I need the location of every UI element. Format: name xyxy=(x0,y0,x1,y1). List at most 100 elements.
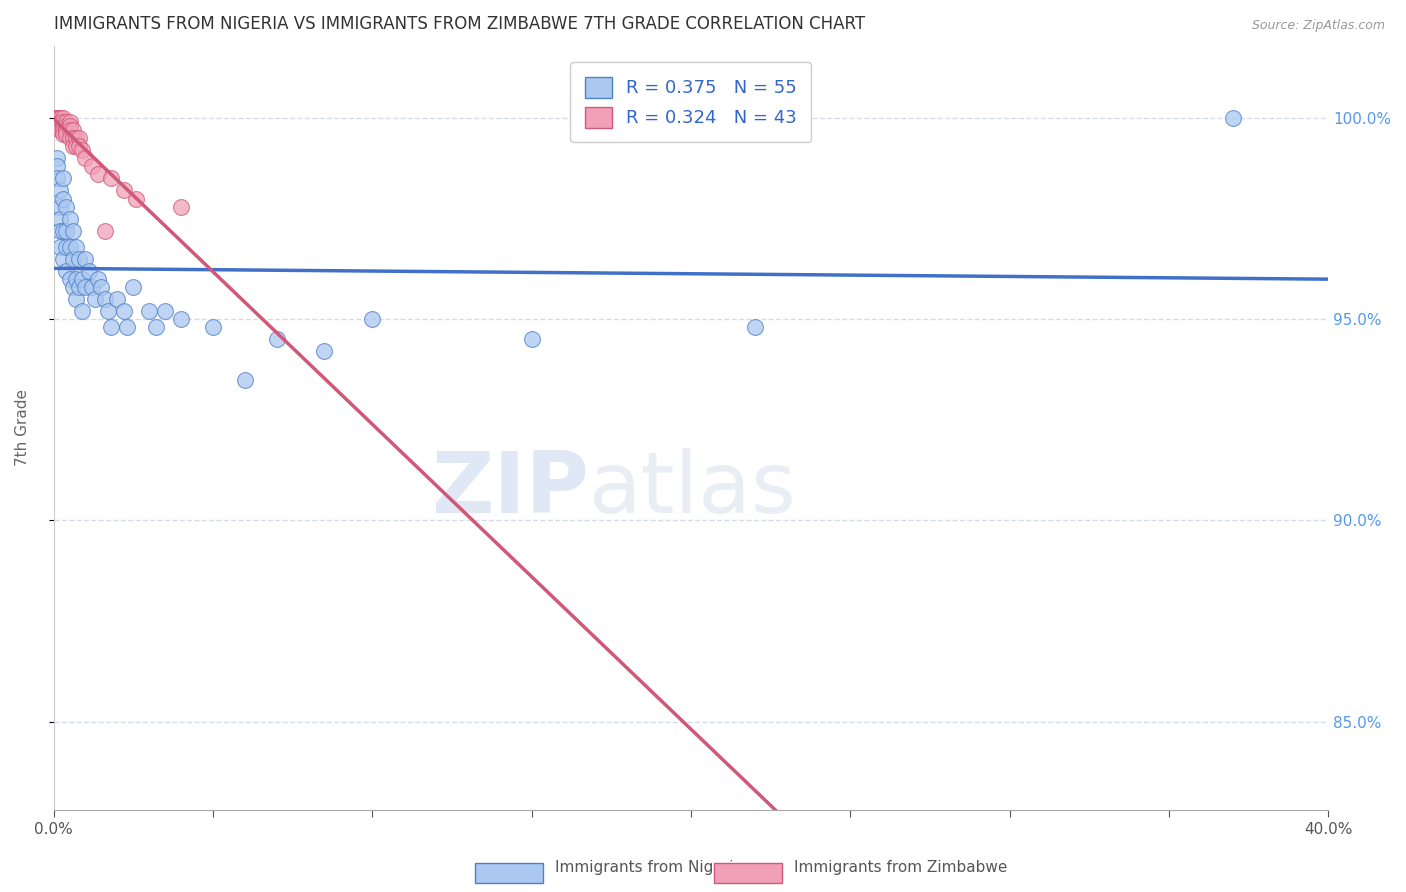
Point xyxy=(45,160,67,174)
Point xyxy=(49,111,72,125)
Point xyxy=(52,123,75,137)
Point xyxy=(58,123,80,137)
Point xyxy=(100,320,122,334)
Point xyxy=(87,272,110,286)
Point xyxy=(145,320,167,334)
Text: IMMIGRANTS FROM NIGERIA VS IMMIGRANTS FROM ZIMBABWE 7TH GRADE CORRELATION CHART: IMMIGRANTS FROM NIGERIA VS IMMIGRANTS FR… xyxy=(53,15,865,33)
Point xyxy=(62,280,84,294)
Point xyxy=(170,312,193,326)
Text: Source: ZipAtlas.com: Source: ZipAtlas.com xyxy=(1251,19,1385,31)
Point xyxy=(58,119,80,133)
Text: Immigrants from Nigeria: Immigrants from Nigeria xyxy=(555,861,744,875)
Point xyxy=(45,119,67,133)
Point xyxy=(115,320,138,334)
Point xyxy=(49,123,72,137)
Point xyxy=(49,240,72,254)
Point xyxy=(55,119,77,133)
Point xyxy=(45,111,67,125)
Point xyxy=(80,280,103,294)
Point xyxy=(52,119,75,133)
Text: Immigrants from Zimbabwe: Immigrants from Zimbabwe xyxy=(794,861,1008,875)
Point xyxy=(55,200,77,214)
Point xyxy=(58,131,80,145)
Point xyxy=(45,151,67,165)
Point xyxy=(153,304,176,318)
Point xyxy=(55,115,77,129)
Point xyxy=(105,292,128,306)
Point xyxy=(90,280,112,294)
Point xyxy=(170,200,193,214)
Point xyxy=(52,252,75,266)
Point xyxy=(65,292,87,306)
Text: atlas: atlas xyxy=(589,448,797,531)
Point xyxy=(49,224,72,238)
Point xyxy=(233,373,256,387)
Point xyxy=(138,304,160,318)
Point xyxy=(314,344,336,359)
Y-axis label: 7th Grade: 7th Grade xyxy=(15,390,30,467)
Point xyxy=(49,115,72,129)
Point xyxy=(67,252,90,266)
Point xyxy=(45,115,67,129)
Point xyxy=(49,211,72,226)
Point xyxy=(62,252,84,266)
Point xyxy=(112,304,135,318)
Point xyxy=(75,252,97,266)
Point xyxy=(93,292,115,306)
Point xyxy=(62,123,84,137)
Text: ZIP: ZIP xyxy=(432,448,589,531)
Point xyxy=(45,111,67,125)
Point xyxy=(49,119,72,133)
Point xyxy=(520,332,543,346)
Point xyxy=(55,127,77,141)
Point xyxy=(55,240,77,254)
Point xyxy=(75,151,97,165)
Point xyxy=(52,115,75,129)
Point xyxy=(67,280,90,294)
Point xyxy=(72,143,94,157)
Point xyxy=(49,111,72,125)
Point xyxy=(62,139,84,153)
Point xyxy=(52,111,75,125)
Point xyxy=(72,304,94,318)
Point xyxy=(62,131,84,145)
Point xyxy=(65,139,87,153)
Point xyxy=(58,211,80,226)
Point xyxy=(744,320,766,334)
Point xyxy=(58,115,80,129)
Point xyxy=(52,171,75,186)
Point xyxy=(1222,111,1244,125)
Point xyxy=(100,171,122,186)
Point xyxy=(45,111,67,125)
Point xyxy=(67,131,90,145)
Point xyxy=(49,184,72,198)
Point xyxy=(87,168,110,182)
Point xyxy=(361,312,384,326)
Point xyxy=(93,224,115,238)
Legend: R = 0.375   N = 55, R = 0.324   N = 43: R = 0.375 N = 55, R = 0.324 N = 43 xyxy=(571,62,811,142)
Point xyxy=(72,272,94,286)
Point xyxy=(65,131,87,145)
Point xyxy=(62,224,84,238)
Point xyxy=(52,224,75,238)
Point xyxy=(67,139,90,153)
Point xyxy=(49,200,72,214)
Point xyxy=(58,240,80,254)
Point xyxy=(65,272,87,286)
Point xyxy=(97,304,120,318)
Point xyxy=(84,292,107,306)
Point xyxy=(55,123,77,137)
Point xyxy=(49,115,72,129)
Point xyxy=(65,240,87,254)
Point xyxy=(266,332,288,346)
Point xyxy=(45,111,67,125)
Point xyxy=(125,192,148,206)
Point xyxy=(201,320,224,334)
Point xyxy=(80,160,103,174)
Point xyxy=(44,111,66,125)
Point xyxy=(45,115,67,129)
Point xyxy=(77,264,100,278)
Point xyxy=(55,264,77,278)
Point xyxy=(52,127,75,141)
Point xyxy=(122,280,145,294)
